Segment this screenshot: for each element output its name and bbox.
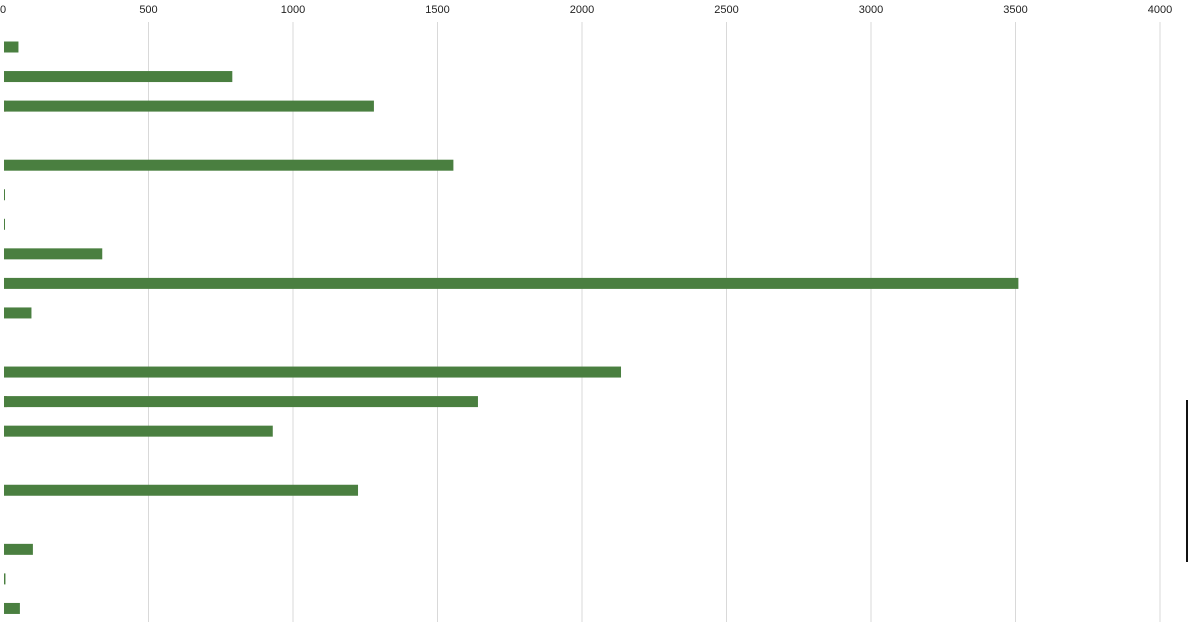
x-tick-label: 4000 [1148,4,1172,16]
bar-row-10-series-1 [4,307,32,319]
bar-row-2-series-1 [4,71,233,83]
bar-row-8-series-1 [4,248,103,260]
bar-row-3-series-1 [4,100,374,112]
x-tick-label: 2500 [714,4,738,16]
grid-layer [148,22,1161,622]
bar-row-1-series-1 [4,41,19,53]
bar-row-19-series-1 [4,573,6,585]
bar-row-5-series-1 [4,159,454,171]
bar-row-9-series-1 [4,277,1019,289]
x-tick-label: 3000 [859,4,883,16]
bar-row-6-series-1 [4,189,5,201]
bar-row-12-series-1 [4,366,622,378]
x-tick-label: 0 [0,4,6,16]
x-tick-label: 3500 [1003,4,1027,16]
bar-row-7-series-1 [4,218,5,230]
x-axis-ticks: 0 500 1000 1500 2000 2500 3000 3500 4000 [0,4,1172,16]
bar-row-18-series-1 [4,543,33,555]
x-tick-label: 2000 [570,4,594,16]
bar-row-13-series-1 [4,396,478,408]
bar-row-20-series-1 [4,602,20,614]
x-tick-label: 1500 [425,4,449,16]
bars-layer [4,41,1019,614]
x-tick-label: 1000 [281,4,305,16]
x-tick-label: 500 [139,4,157,16]
bar-row-14-series-1 [4,425,273,437]
bar-row-16-series-1 [4,484,359,496]
